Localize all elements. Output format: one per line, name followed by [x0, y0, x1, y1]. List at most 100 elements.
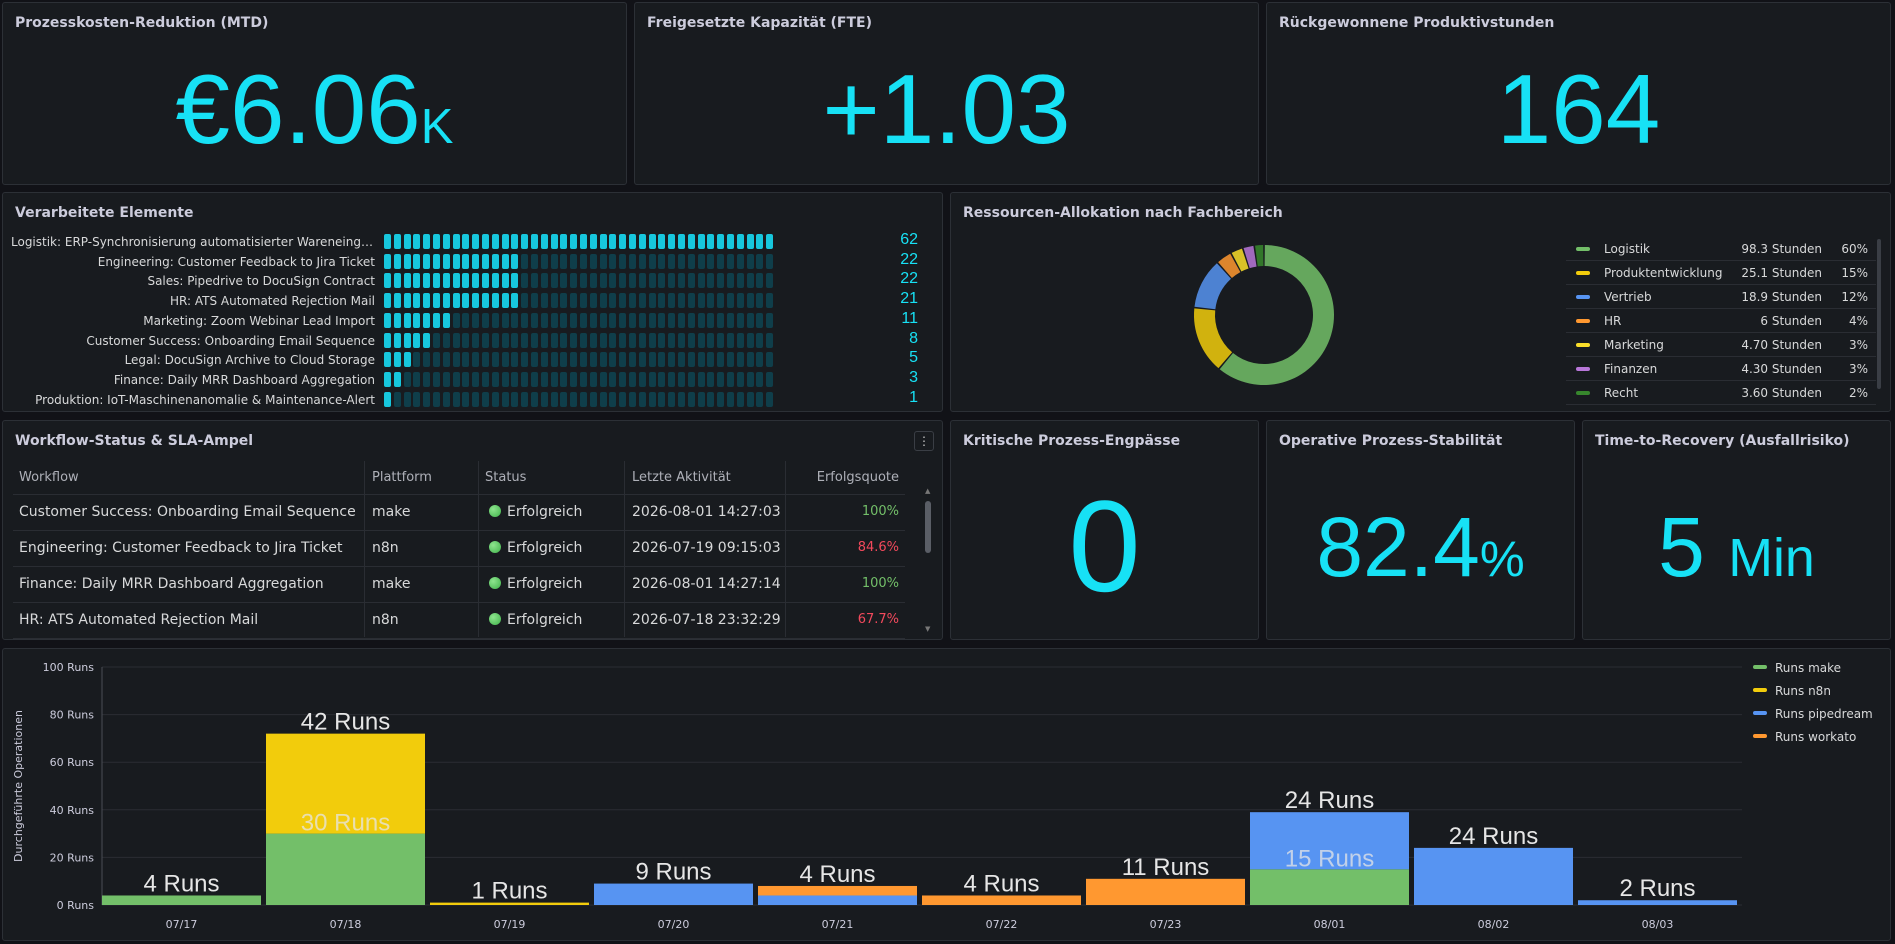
bar-gauge-cell [707, 371, 715, 387]
bar-data-label: 15 Runs [1285, 845, 1374, 872]
bar-gauge-value: 5 [909, 349, 918, 367]
bar-gauge-cell [570, 332, 578, 348]
bar-gauge-cell [442, 352, 450, 368]
legend-row[interactable]: Marketing 4.70 Stunden 3% [1566, 333, 1876, 357]
chart-bar-segment[interactable] [266, 833, 425, 905]
legend-scrollbar[interactable] [1877, 239, 1881, 389]
legend-swatch [1576, 367, 1590, 371]
chart-bar-segment[interactable] [102, 895, 261, 905]
legend-row[interactable]: Finanzen 4.30 Stunden 3% [1566, 357, 1876, 381]
bar-gauge-cell [746, 253, 754, 269]
bar-gauge-cell [629, 371, 636, 387]
bar-gauge-cell [482, 352, 489, 368]
x-tick-label: 08/02 [1478, 918, 1510, 931]
table-row[interactable]: HR: ATS Automated Rejection Mail n8n Erfol… [13, 603, 905, 639]
chart-bar-segment[interactable] [1250, 869, 1409, 905]
table-scrollbar[interactable]: ▲ ▼ [925, 487, 931, 633]
bar-gauge-cell [609, 253, 617, 269]
donut-slice[interactable] [1231, 248, 1249, 272]
legend-item[interactable]: Runs make [1753, 661, 1841, 675]
bar-gauge-cell [472, 332, 480, 348]
column-header-workflow[interactable]: Workflow [19, 470, 79, 485]
donut-slice[interactable] [1243, 245, 1257, 269]
legend-item[interactable]: Runs n8n [1753, 684, 1831, 698]
bar-gauge-cell [472, 352, 480, 368]
bar-gauge-cell [589, 391, 597, 407]
chart-bar-segment[interactable] [922, 895, 1081, 905]
table-row[interactable]: Engineering: Customer Feedback to Jira T… [13, 531, 905, 567]
bar-gauge-cell [668, 371, 676, 387]
panel-menu-button[interactable]: ⋮ [914, 431, 934, 451]
chart-bar-segment[interactable] [266, 733, 425, 834]
table-row[interactable]: Customer Success: Onboarding Email Seque… [13, 495, 905, 531]
bar-gauge-cell [384, 312, 391, 328]
legend-row[interactable]: HR 6 Stunden 4% [1566, 309, 1876, 333]
donut-slice[interactable] [1194, 308, 1233, 369]
chart-bar-segment[interactable] [430, 902, 589, 905]
bar-gauge-cell [727, 234, 734, 249]
bar-gauge-cell [472, 312, 480, 328]
bar-data-label: 24 Runs [1285, 787, 1374, 814]
column-header-status[interactable]: Status [485, 470, 527, 485]
table-row[interactable]: Finance: Daily MRR Dashboard Aggregation… [13, 567, 905, 603]
chart-bar-segment[interactable] [594, 883, 753, 905]
legend-item[interactable]: Runs workato [1753, 730, 1856, 744]
bar-gauge-cell [658, 253, 666, 269]
bar-gauge-cell [736, 371, 744, 387]
y-tick-label: 20 Runs [50, 851, 95, 864]
bar-gauge-cell [433, 234, 440, 249]
bar-gauge-cell [511, 352, 519, 368]
bar-gauge-cell [687, 352, 695, 368]
bar-gauge-cell [501, 293, 509, 309]
legend-row[interactable]: Recht 3.60 Stunden 2% [1566, 381, 1876, 405]
legend-item[interactable]: Runs pipedream [1753, 707, 1873, 721]
legend-swatch [1576, 391, 1590, 395]
bar-gauge-cell [433, 332, 440, 348]
status-dot-icon [489, 577, 501, 589]
bar-gauge-label: Marketing: Zoom Webinar Lead Import [143, 313, 375, 328]
chart-bar-segment[interactable] [758, 885, 917, 896]
chart-bar-segment[interactable] [1250, 812, 1409, 870]
chart-bar-segment[interactable] [1578, 900, 1737, 905]
chart-bar-segment[interactable] [758, 895, 917, 905]
bar-gauge-cell [472, 253, 480, 269]
column-header-success-rate[interactable]: Erfolgsquote [816, 470, 899, 485]
column-header-platform[interactable]: Plattform [372, 470, 432, 485]
bar-gauge-label: Finance: Daily MRR Dashboard Aggregation [113, 372, 375, 387]
legend-row[interactable]: Vertrieb 18.9 Stunden 12% [1566, 285, 1876, 309]
bar-gauge-cell [452, 352, 460, 368]
panel-title: Freigesetzte Kapazität (FTE) [647, 15, 873, 31]
donut-slice[interactable] [1194, 263, 1232, 310]
bar-gauge-cell [629, 352, 636, 368]
legend-name: Recht [1604, 386, 1639, 400]
bar-data-label: 4 Runs [799, 861, 875, 888]
bar-gauge-cell [423, 273, 431, 289]
bar-gauge-cell [599, 253, 607, 269]
bar-gauge-cell [501, 352, 509, 368]
legend-swatch [1576, 271, 1590, 275]
bar-gauge-cell [384, 273, 391, 289]
panel-fte: Freigesetzte Kapazität (FTE) +1.03 [634, 2, 1259, 185]
bar-gauge-cell [756, 352, 764, 368]
bar-gauge-cell [668, 391, 676, 407]
legend-hours: 6 Stunden [1760, 314, 1822, 328]
donut-slice[interactable] [1219, 245, 1334, 385]
bar-gauge-cell [423, 371, 431, 387]
chart-bar-segment[interactable] [1086, 878, 1245, 905]
bar-gauge-cell [511, 234, 519, 249]
legend-row[interactable]: Logistik 98.3 Stunden 60% [1566, 237, 1876, 261]
column-header-last-activity[interactable]: Letzte Aktivität [632, 470, 731, 485]
legend-row[interactable]: Produktentwicklung 25.1 Stunden 15% [1566, 261, 1876, 285]
bar-gauge-cell [452, 234, 460, 249]
donut-slice[interactable] [1218, 253, 1241, 278]
bar-gauge-cell [550, 293, 558, 309]
bar-gauge-cell [540, 352, 548, 368]
bar-gauge-cell [550, 312, 558, 328]
bar-gauge-cell [560, 391, 568, 407]
x-tick-label: 07/20 [658, 918, 690, 931]
bar-gauge-cell [472, 273, 480, 289]
donut-slice[interactable] [1255, 245, 1264, 267]
stat-number: 82.4 [1316, 500, 1480, 594]
chart-bar-segment[interactable] [1414, 847, 1573, 905]
bar-gauge-cell [393, 293, 401, 309]
